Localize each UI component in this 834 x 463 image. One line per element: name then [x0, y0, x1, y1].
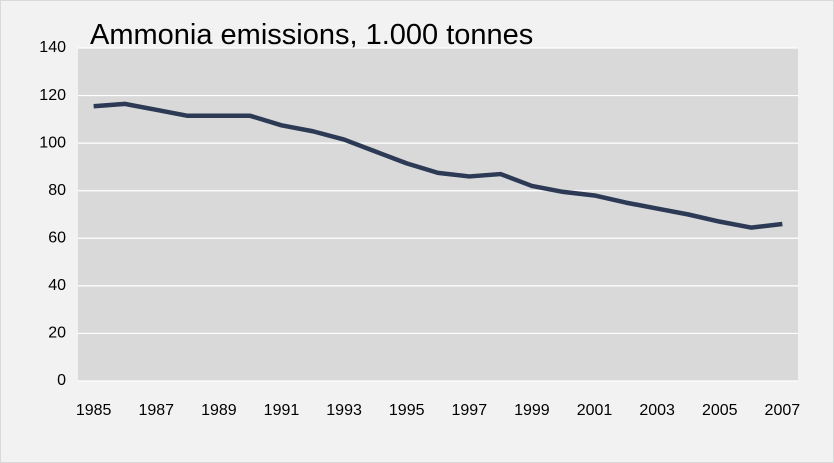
y-tick-label: 20	[48, 325, 66, 342]
y-tick-label: 60	[48, 230, 66, 247]
y-tick-label: 140	[39, 39, 66, 56]
y-tick-label: 100	[39, 134, 66, 151]
x-tick-label: 2005	[702, 402, 738, 419]
x-tick-label: 1991	[264, 402, 300, 419]
y-tick-label: 0	[57, 372, 66, 389]
x-tick-label: 1987	[138, 402, 174, 419]
x-tick-label: 1999	[514, 402, 550, 419]
x-tick-label: 2001	[577, 402, 613, 419]
y-tick-label: 80	[48, 182, 66, 199]
x-tick-label: 1993	[326, 402, 362, 419]
x-tick-label: 1989	[201, 402, 237, 419]
y-tick-label: 40	[48, 277, 66, 294]
x-tick-label: 1995	[389, 402, 425, 419]
chart-title: Ammonia emissions, 1.000 tonnes	[90, 19, 533, 51]
y-tick-label: 120	[39, 87, 66, 104]
data-line	[93, 101, 783, 230]
x-tick-label: 1997	[452, 402, 488, 419]
x-tick-label: 2007	[765, 402, 801, 419]
x-tick-label: 2003	[639, 402, 675, 419]
x-tick-label: 1985	[76, 402, 112, 419]
